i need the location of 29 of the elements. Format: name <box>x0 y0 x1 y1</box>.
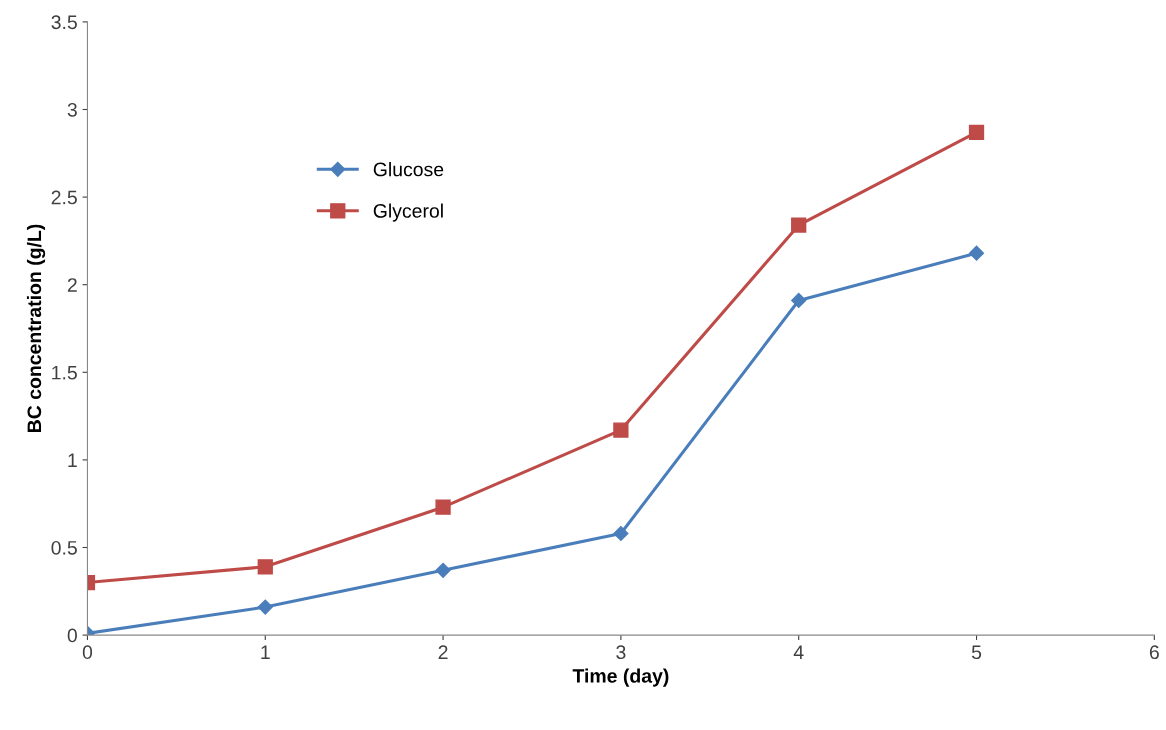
x-tick-label: 0 <box>82 645 93 660</box>
y-tick-label: 2.5 <box>51 190 77 205</box>
y-tick-label: 1.5 <box>52 365 77 380</box>
y-tick-label: 3 <box>67 102 77 117</box>
y-tick-label: 0 <box>67 628 77 643</box>
y-tick-label: 0.5 <box>51 540 77 555</box>
point <box>257 559 273 575</box>
point <box>613 422 629 438</box>
x-tick-label: 2 <box>438 645 448 659</box>
y-axis-title: BC concentration (g/L) <box>26 224 46 432</box>
x-tick-label: 5 <box>971 645 982 660</box>
point <box>968 245 985 261</box>
legend-label: Glycerol <box>373 203 443 222</box>
y-tick-label: 1 <box>68 453 77 467</box>
point <box>968 124 985 140</box>
x-axis-title: Time (day) <box>572 668 669 687</box>
point <box>791 292 807 309</box>
y-tick-label: 2 <box>67 278 77 292</box>
x-tick-label: 6 <box>1149 645 1159 660</box>
point <box>435 562 451 578</box>
x-tick-label: 4 <box>793 645 804 659</box>
x-tick-label: 1 <box>261 645 270 659</box>
point <box>613 525 629 542</box>
point <box>435 499 451 515</box>
x-tick-label: 3 <box>616 645 626 660</box>
point <box>791 217 807 233</box>
point <box>257 599 273 615</box>
legend-label: Glucose <box>373 162 444 177</box>
y-tick-label: 3.5 <box>51 15 77 30</box>
